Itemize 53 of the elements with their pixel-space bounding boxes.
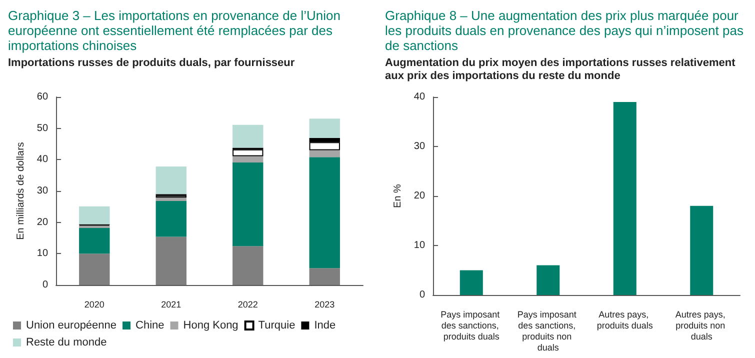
x-tick-label: Autres pays, produits non duals — [675, 310, 728, 342]
legend-label: Union européenne — [26, 320, 117, 332]
bar — [309, 157, 340, 268]
bar — [613, 102, 636, 295]
legend-label: Hong Kong — [183, 320, 238, 332]
y-tick-label: 30 — [414, 141, 426, 152]
bar — [232, 162, 264, 246]
y-tick-label: 10 — [414, 240, 426, 251]
bar — [232, 124, 264, 148]
bar — [156, 198, 186, 202]
bar — [79, 206, 110, 224]
y-tick-label: 50 — [36, 122, 48, 134]
y-tick-label: 0 — [42, 280, 48, 290]
chart-subtitle: Importations russes de produits duals, par fournisseur — [8, 57, 296, 71]
bar — [309, 150, 340, 158]
chart-title: Graphique 8 – Une augmentation des prix plus marquée pour les produits duals en provenance des pays qui n’imposent pas de sanctions — [385, 8, 744, 55]
bar — [309, 268, 340, 285]
bar — [232, 149, 264, 156]
y-axis-title: En % — [392, 184, 404, 208]
x-tick-label: 2022 — [238, 300, 258, 310]
bar — [232, 246, 264, 285]
x-tick-label: 2021 — [161, 300, 182, 310]
y-tick-label: 60 — [36, 92, 48, 102]
bar — [309, 142, 340, 150]
y-axis-title: En milliards de dollars — [16, 142, 26, 240]
bar — [79, 228, 110, 254]
bar — [79, 254, 110, 285]
y-tick-label: 40 — [36, 154, 48, 166]
chart-subtitle: Augmentation du prix moyen des importations russes relativement aux prix des importations du reste du monde — [385, 57, 736, 84]
legend-label: Chine — [136, 320, 164, 332]
bar — [232, 156, 264, 162]
bar — [690, 206, 714, 295]
legend-label: Reste du monde — [26, 336, 107, 348]
y-tick-label: 30 — [36, 186, 48, 196]
y-tick-label: 20 — [414, 190, 426, 202]
legend-label: Inde — [314, 320, 336, 332]
x-tick-label: 2023 — [314, 300, 335, 310]
y-tick-label: 40 — [414, 92, 426, 102]
x-tick-label: 2020 — [84, 300, 104, 310]
legend-label: Turquie — [258, 320, 296, 332]
x-tick-label: Pays imposant des sanctions, produits non duals — [517, 310, 579, 352]
bar — [309, 118, 340, 138]
y-tick-label: 20 — [36, 216, 48, 228]
chart-title: Graphique 3 – Les importations en provenance de l’Union européenne ont essentiellement été remplacées par des importations chinoises — [8, 8, 342, 55]
y-tick-label: 0 — [419, 290, 426, 300]
y-tick-label: 10 — [36, 248, 48, 260]
bar — [536, 265, 560, 295]
x-tick-label: Pays imposant des sanctions, produits duals — [440, 310, 502, 342]
bar — [156, 236, 186, 285]
x-tick-label: Autres pays, produits duals — [596, 310, 654, 330]
bar — [156, 166, 186, 194]
bar — [460, 270, 483, 295]
bar — [156, 201, 186, 237]
